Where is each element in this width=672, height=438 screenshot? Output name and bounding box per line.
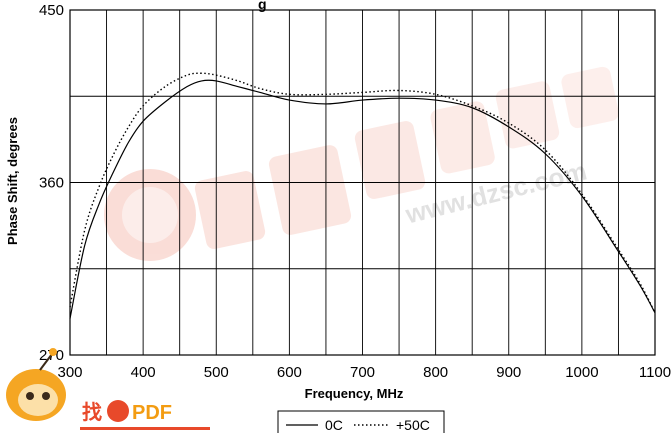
- x-tick-label-1000: 1000: [565, 364, 598, 381]
- logo-mascot-eye-left: [26, 392, 34, 400]
- y-tick-label-450: 450: [39, 2, 64, 19]
- legend-label-0c: 0C: [325, 417, 343, 433]
- watermark-block-5: [495, 81, 560, 149]
- watermark-site-text: www.dzsc.com: [402, 155, 590, 229]
- watermark-block-1: [194, 171, 266, 249]
- y-tick-label-360: 360: [39, 175, 64, 192]
- series-line-50c: [69, 72, 656, 314]
- logo-text-pdf: PDF: [132, 402, 172, 424]
- x-tick-label-300: 300: [57, 364, 82, 381]
- x-tick-label-400: 400: [131, 364, 156, 381]
- series-layer: [69, 72, 656, 319]
- x-tick-label-900: 900: [496, 364, 521, 381]
- legend: 0C +50C: [277, 410, 445, 438]
- legend-label-50c: +50C: [396, 417, 430, 433]
- logo-mascot-face: [18, 384, 58, 416]
- logo-text-zhao: 找: [82, 400, 102, 424]
- x-tick-label-800: 800: [423, 364, 448, 381]
- header-fragment: g: [258, 0, 267, 12]
- watermark-seal-inner: [122, 187, 178, 243]
- x-tick-label-500: 500: [204, 364, 229, 381]
- logo-underline: [80, 427, 210, 430]
- x-tick-label-700: 700: [350, 364, 375, 381]
- watermark-block-3: [354, 121, 426, 199]
- logo-mascot-antenna-tip: [49, 348, 57, 356]
- watermark-block-4: [430, 101, 495, 174]
- watermark-block-6: [561, 66, 619, 129]
- y-axis-title: Phase Shift, degrees: [5, 117, 20, 245]
- logo-mascot-eye-right: [42, 392, 50, 400]
- watermark-logo: 找 PDF: [6, 348, 210, 430]
- series-line-0c: [69, 79, 656, 319]
- logo-mascot-antenna: [39, 353, 53, 371]
- x-tick-label-1100: 1100: [639, 364, 671, 381]
- grid-layer: [69, 9, 656, 356]
- watermark-block-2: [268, 145, 352, 235]
- x-axis-title: Frequency, MHz: [305, 386, 404, 401]
- logo-pdf-badge: [107, 400, 129, 422]
- x-tick-label-600: 600: [277, 364, 302, 381]
